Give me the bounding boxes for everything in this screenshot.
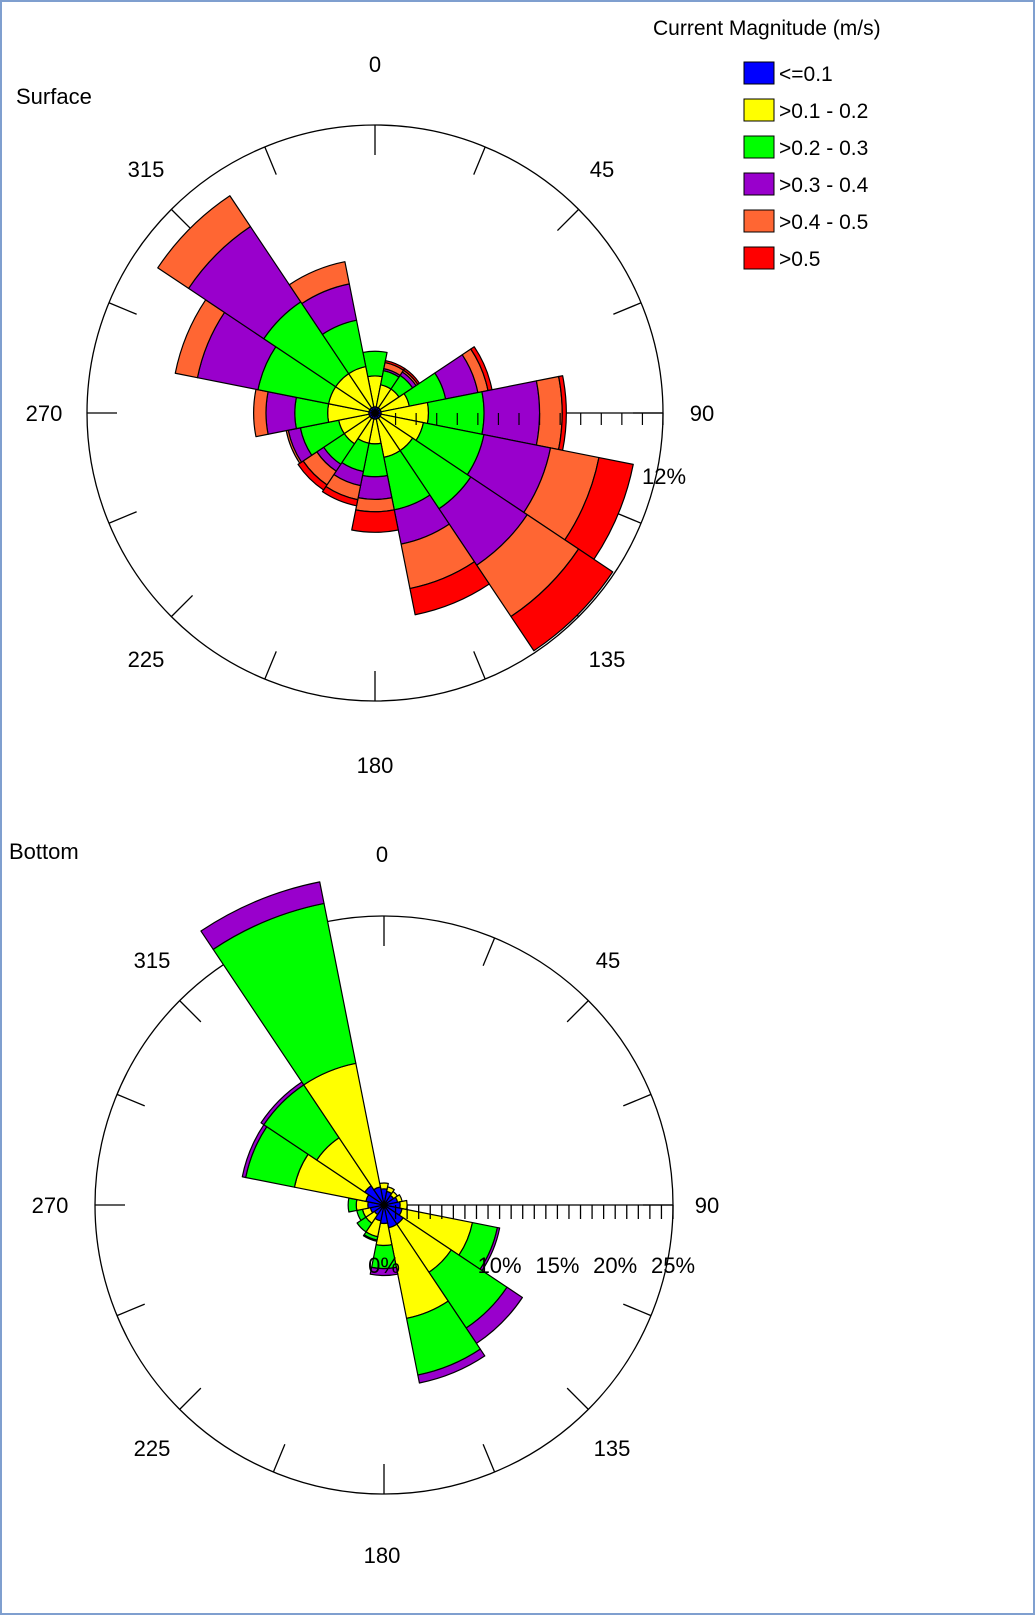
legend-swatch [743,246,775,270]
legend-label: >0.2 - 0.3 [779,137,868,160]
legend-label: <=0.1 [779,63,833,86]
rose-tick [566,1000,589,1023]
sector-bin [417,1348,486,1384]
direction-label: 225 [134,1436,171,1461]
direction-label: 315 [134,948,171,973]
rose-title: Bottom [9,839,79,864]
rose-tick [623,1303,652,1317]
sector-bin [347,1197,358,1213]
direction-label: 180 [357,753,394,778]
rose-tick [108,511,137,524]
bottom-rose: Bottom 0% 10% 15% 20% 25% 0 45 90 135 180 225 270 315 [9,839,719,1568]
radial-tick-label: 0% [368,1253,400,1278]
rose-tick [170,594,194,618]
direction-label: 135 [594,1436,631,1461]
sector-bin [362,1234,378,1242]
radial-axis-label: 12% [642,464,686,489]
rose-tick [116,1093,145,1107]
rose-tick [264,146,277,175]
legend-swatch [743,209,775,233]
direction-label: 90 [695,1193,719,1218]
rose-tick [482,1444,496,1473]
direction-label: 0 [369,52,381,77]
legend-title: Current Magnitude (m/s) [653,17,881,40]
sector-bin [357,474,393,500]
rose-tick [264,651,277,680]
rose-tick [556,208,580,232]
radial-tick-label: 25% [651,1253,695,1278]
rose-tick [116,1303,145,1317]
direction-label: 225 [128,647,165,672]
rose-tick [179,1387,202,1410]
sector-bin [535,375,563,451]
legend-label: >0.4 - 0.5 [779,211,868,234]
radial-tick-label: 10% [478,1253,522,1278]
sector-bin [157,195,252,290]
legend-swatch [743,172,775,196]
sector-bin [288,261,350,305]
surface-rose: Surface 12% 0 45 90 135 180 225 270 315 [16,52,714,778]
direction-label: 0 [376,842,388,867]
legend-label: >0.1 - 0.2 [779,100,868,123]
direction-label: 45 [596,948,620,973]
legend: Current Magnitude (m/s) <=0.1 >0.1 - 0.2 >0… [653,17,881,271]
direction-label: 90 [690,401,714,426]
rose-tick [623,1093,652,1107]
rose-tick [179,1000,202,1023]
rose-tick [272,1444,286,1473]
direction-label: 45 [590,157,614,182]
rose-tick [108,302,137,315]
sector-bin [369,1266,399,1277]
direction-label: 270 [32,1193,69,1218]
legend-swatch [743,61,775,85]
direction-label: 135 [589,647,626,672]
direction-label: 315 [128,157,165,182]
sector-bin [510,548,614,652]
radial-tick-label: 20% [593,1253,637,1278]
legend-label: >0.5 [779,248,820,271]
sector-bin [200,881,325,950]
sector-bin [355,497,395,513]
sector-bin [409,561,490,616]
rose-tick [482,937,496,966]
sector-bin [265,391,297,435]
radial-tick-label: 15% [535,1253,579,1278]
rose-tick [170,208,194,232]
rose-tick [473,146,486,175]
sector-bin [253,388,269,438]
legend-swatch [743,135,775,159]
sector-bin [351,509,399,533]
legend-swatch [743,98,775,122]
rose-tick [473,651,486,680]
rose-tick [613,302,642,315]
rose-title: Surface [16,84,92,109]
direction-label: 270 [26,401,63,426]
direction-label: 180 [364,1543,401,1568]
legend-label: >0.3 - 0.4 [779,174,869,197]
rose-tick [566,1387,589,1410]
